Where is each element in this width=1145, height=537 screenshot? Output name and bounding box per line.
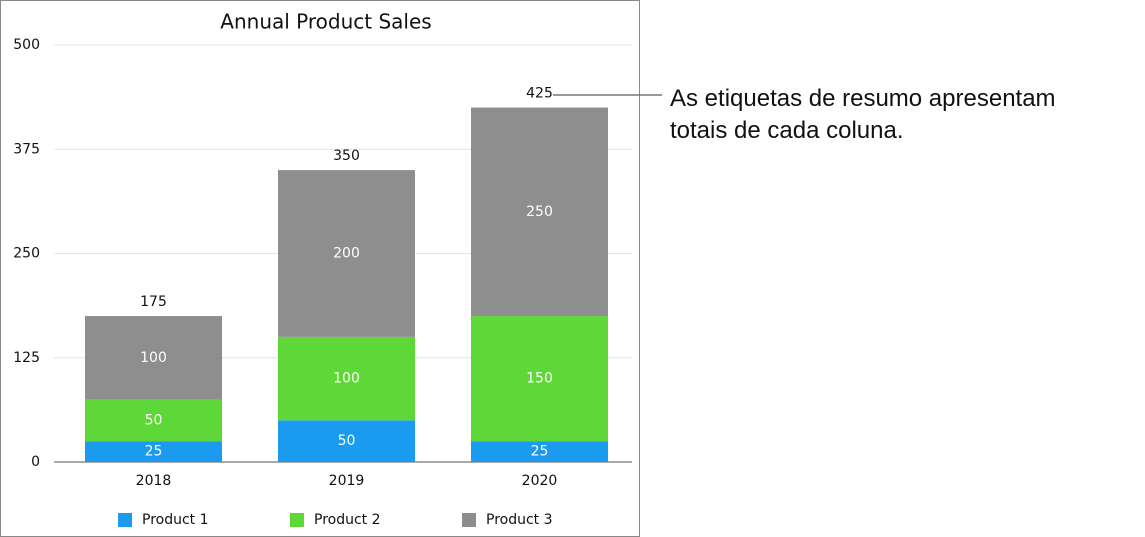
- bar-segment: [85, 399, 222, 442]
- x-tick-label: 2020: [522, 473, 558, 489]
- data-label: 250: [526, 204, 553, 220]
- y-tick-label: 500: [13, 37, 40, 53]
- y-tick-label: 125: [13, 350, 40, 366]
- y-tick-label: 0: [31, 454, 40, 470]
- data-label: 100: [140, 350, 167, 366]
- bar-segment: [278, 336, 415, 421]
- x-tick-label: 2019: [329, 473, 365, 489]
- legend-label: Product 2: [314, 512, 381, 528]
- x-tick-label: 2018: [136, 473, 172, 489]
- legend-swatch: [290, 513, 304, 527]
- total-label: 175: [140, 294, 167, 310]
- legend-label: Product 3: [486, 512, 553, 528]
- data-label: 150: [526, 371, 553, 387]
- data-label: 50: [338, 433, 356, 449]
- y-tick-label: 250: [13, 246, 40, 262]
- data-label: 100: [333, 371, 360, 387]
- annotation: As etiquetas de resumo apresentam: [670, 85, 1056, 112]
- bar-segment: [278, 420, 415, 462]
- total-label: 350: [333, 148, 360, 164]
- total-label: 425: [526, 86, 553, 102]
- legend-swatch: [118, 513, 132, 527]
- chart-title: Annual Product Sales: [220, 10, 431, 34]
- data-label: 200: [333, 246, 360, 262]
- y-tick-label: 375: [13, 141, 40, 157]
- annotation: totais de cada coluna.: [670, 117, 904, 144]
- legend-label: Product 1: [142, 512, 209, 528]
- bar-segment: [85, 316, 222, 400]
- data-label: 50: [145, 412, 163, 428]
- data-label: 25: [145, 444, 163, 460]
- bar-segment: [471, 316, 608, 442]
- legend-swatch: [462, 513, 476, 527]
- bar-segment: [278, 170, 415, 337]
- data-label: 25: [531, 444, 549, 460]
- bar-segment: [85, 441, 222, 462]
- bar-segment: [471, 441, 608, 462]
- bar-segment: [471, 107, 608, 317]
